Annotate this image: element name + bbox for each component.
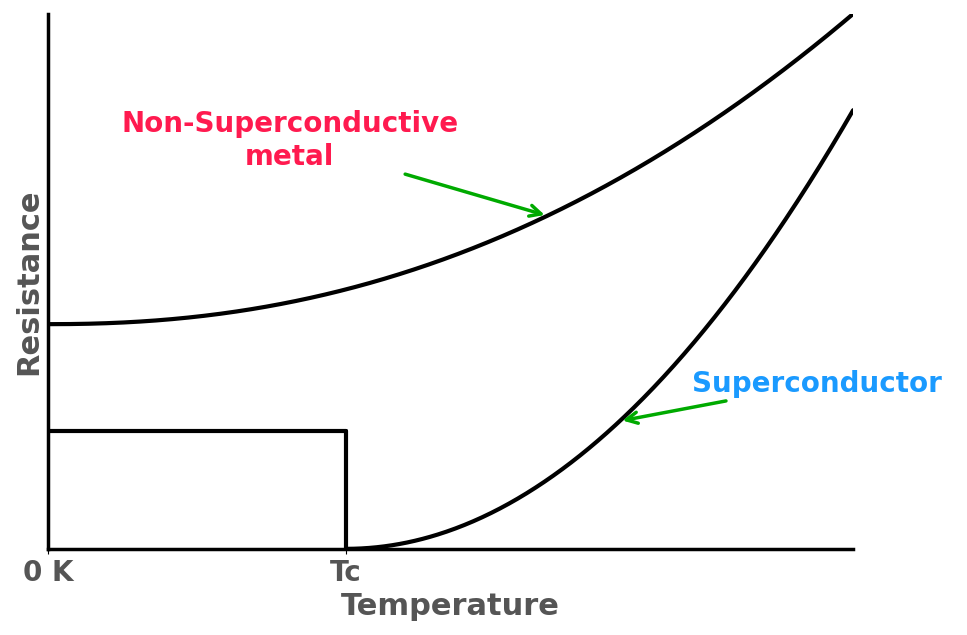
X-axis label: Temperature: Temperature bbox=[341, 592, 560, 621]
Text: Non-Superconductive
metal: Non-Superconductive metal bbox=[121, 110, 541, 216]
Text: Superconductor: Superconductor bbox=[627, 370, 942, 423]
Y-axis label: Resistance: Resistance bbox=[14, 188, 43, 375]
